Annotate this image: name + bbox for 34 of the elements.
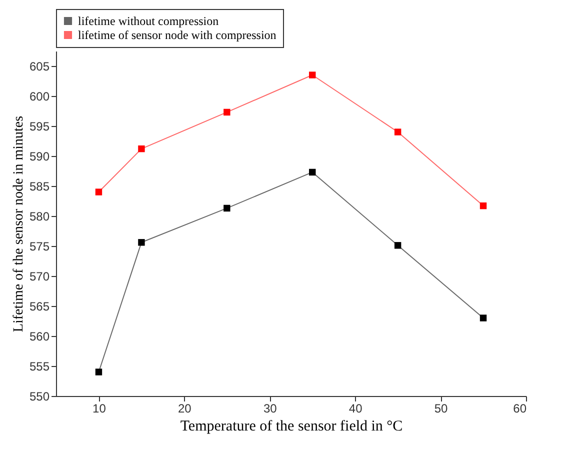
y-tick-label: 570: [29, 270, 50, 284]
y-axis-title: Lifetime of the sensor node in minutes: [11, 116, 26, 332]
x-tick-label: 40: [348, 402, 363, 416]
y-tick-label: 595: [29, 120, 50, 134]
point: [309, 168, 316, 176]
point: [394, 242, 402, 249]
x-tick-label: 60: [513, 402, 527, 416]
y-tick-label: 580: [29, 210, 50, 224]
y-tick-label: 555: [29, 360, 50, 374]
x-tick-label: 30: [263, 402, 278, 416]
point: [224, 204, 230, 212]
y-tick-label: 550: [29, 390, 50, 404]
point: [138, 145, 145, 152]
point: [95, 368, 102, 376]
legend-label: lifetime without compression: [78, 14, 219, 28]
point: [138, 239, 145, 246]
y-tick-label: 600: [29, 90, 50, 104]
y-tick-label: 605: [29, 60, 50, 74]
legend-label: lifetime of sensor node with compression: [78, 28, 276, 42]
point: [394, 128, 402, 136]
y-tick-label: 575: [29, 240, 50, 254]
point: [309, 72, 316, 78]
x-axis-title: Temperature of the sensor field in °C: [180, 418, 403, 434]
point: [95, 188, 102, 196]
y-tick-label: 590: [29, 150, 50, 164]
point: [224, 108, 230, 116]
y-tick-label: 585: [29, 180, 50, 194]
x-tick-label: 50: [434, 402, 448, 416]
x-tick-label: 20: [178, 402, 192, 416]
y-tick-label: 560: [29, 330, 50, 344]
x-tick-label: 10: [92, 402, 106, 416]
y-tick-label: 565: [29, 300, 50, 314]
point: [480, 202, 487, 210]
point: [480, 314, 487, 322]
